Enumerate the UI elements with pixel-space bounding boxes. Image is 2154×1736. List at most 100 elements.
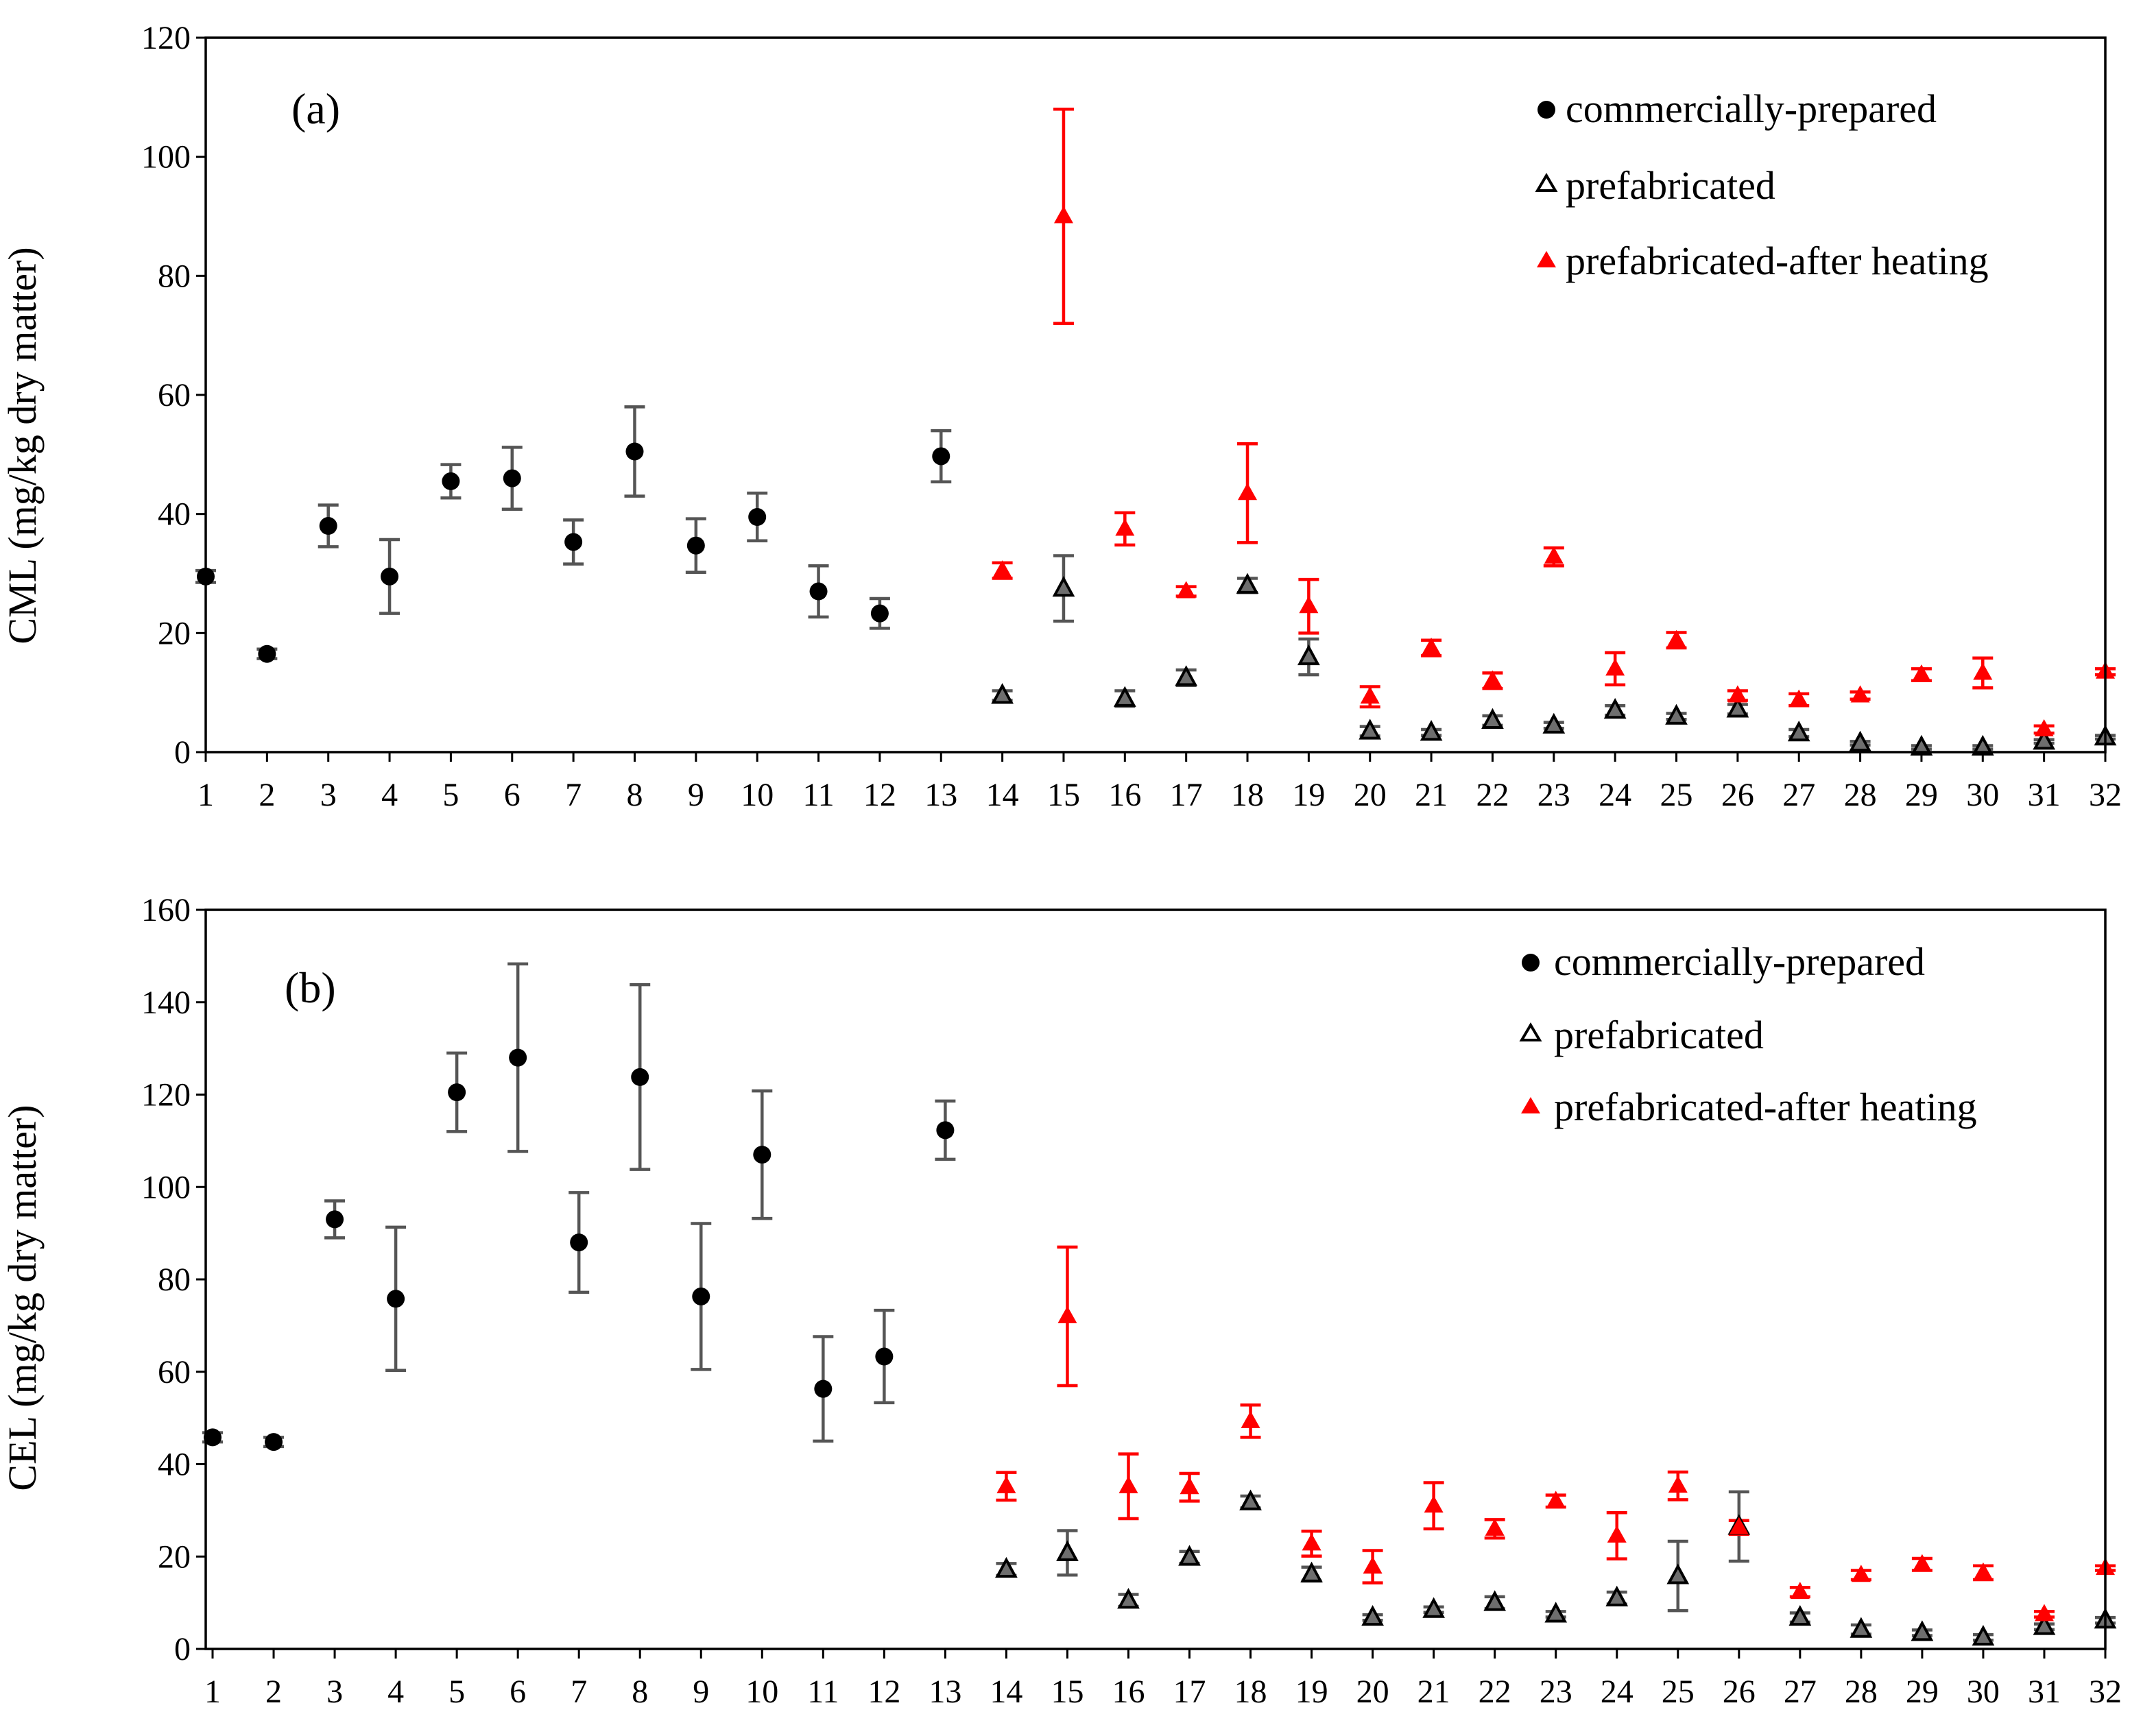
x-tick-label-b-17: 18 — [1234, 1674, 1267, 1710]
point-b-commercially-prepared-3 — [326, 1210, 344, 1229]
point-b-prefabricated-30 — [1972, 1624, 1995, 1646]
point-a-prefabricated-24 — [1603, 698, 1627, 719]
point-b-prefabricated-after-heating-14 — [996, 1475, 1016, 1493]
data-marks-b — [202, 962, 2117, 1646]
legend-label-prefabricated-a: prefabricated — [1566, 163, 1775, 208]
x-tick-label-b-4: 5 — [448, 1674, 465, 1710]
x-tick-label-b-2: 3 — [326, 1674, 343, 1710]
y-tick-label-b-5: 100 — [141, 1169, 191, 1205]
x-tick-label-b-29: 30 — [1967, 1674, 2000, 1710]
point-a-prefabricated-19 — [1297, 644, 1320, 666]
point-a-prefabricated-21 — [1420, 720, 1443, 741]
x-tick-label-b-27: 28 — [1845, 1674, 1878, 1710]
y-tick-label-b-7: 140 — [141, 985, 191, 1021]
y-tick-label-a-6: 120 — [141, 20, 191, 56]
x-tick-label-a-22: 23 — [1537, 777, 1570, 813]
point-b-prefabricated-after-heating-29 — [1912, 1554, 1932, 1571]
point-a-commercially-prepared-8 — [625, 442, 644, 461]
point-b-prefabricated-after-heating-30 — [1973, 1562, 1993, 1580]
y-tick-label-b-1: 20 — [158, 1539, 191, 1575]
x-tick-label-a-11: 12 — [863, 777, 896, 813]
point-a-commercially-prepared-4 — [381, 567, 399, 586]
x-tick-label-b-31: 32 — [2089, 1674, 2122, 1710]
point-b-commercially-prepared-12 — [875, 1347, 894, 1366]
point-a-commercially-prepared-10 — [748, 508, 767, 527]
point-a-commercially-prepared-13 — [932, 447, 950, 466]
point-b-prefabricated-after-heating-20 — [1363, 1556, 1383, 1574]
y-axis-label-a: CML (mg/kg dry matter) — [0, 247, 45, 644]
point-a-prefabricated-20 — [1359, 719, 1382, 740]
x-tick-label-a-29: 30 — [1966, 777, 1999, 813]
y-tick-label-b-4: 80 — [158, 1262, 191, 1298]
x-tick-label-b-1: 2 — [265, 1674, 282, 1710]
point-b-commercially-prepared-8 — [631, 1068, 649, 1086]
point-b-prefabricated-after-heating-18 — [1241, 1410, 1260, 1428]
x-tick-label-a-24: 25 — [1660, 777, 1693, 813]
point-b-prefabricated-21 — [1422, 1597, 1446, 1618]
x-tick-label-a-8: 9 — [688, 777, 704, 813]
x-tick-label-a-26: 27 — [1782, 777, 1815, 813]
point-b-prefabricated-after-heating-23 — [1546, 1491, 1566, 1508]
x-tick-label-a-6: 7 — [565, 777, 582, 813]
point-a-prefabricated-23 — [1542, 712, 1566, 734]
x-tick-label-a-12: 13 — [924, 777, 957, 813]
x-tick-label-b-16: 17 — [1173, 1674, 1206, 1710]
point-b-prefabricated-after-heating-28 — [1851, 1565, 1871, 1582]
point-a-prefabricated-16 — [1113, 686, 1136, 707]
x-tick-label-a-3: 4 — [381, 777, 398, 813]
point-b-prefabricated-after-heating-25 — [1668, 1475, 1688, 1493]
chart-panel-b: CEL (mg/kg dry matter) (b) 0 20 40 60 80 100 1… — [0, 892, 2122, 1710]
y-tick-label-a-1: 20 — [158, 615, 191, 651]
x-tick-label-a-25: 26 — [1721, 777, 1754, 813]
legend-marker-prefabricated-after-heating-b — [1521, 1097, 1540, 1113]
x-tick-label-a-23: 24 — [1599, 777, 1631, 813]
y-tick-label-a-4: 80 — [158, 258, 191, 294]
legend-b: commercially-prepared prefabricated pref… — [1519, 939, 1977, 1129]
point-a-commercially-prepared-11 — [809, 582, 828, 601]
point-b-prefabricated-after-heating-27 — [1790, 1582, 1810, 1600]
point-a-prefabricated-14 — [991, 683, 1014, 704]
x-tick-label-a-1: 2 — [259, 777, 275, 813]
point-b-commercially-prepared-6 — [509, 1048, 527, 1067]
point-b-prefabricated-after-heating-19 — [1302, 1533, 1321, 1551]
point-b-commercially-prepared-11 — [814, 1379, 833, 1398]
point-b-commercially-prepared-10 — [753, 1146, 771, 1164]
point-a-prefabricated-28 — [1849, 730, 1871, 751]
x-tick-label-a-31: 32 — [2089, 777, 2122, 813]
point-a-prefabricated-after-heating-18 — [1238, 483, 1258, 501]
point-b-prefabricated-28 — [1850, 1617, 1873, 1638]
point-a-prefabricated-after-heating-30 — [1973, 662, 1993, 680]
legend-marker-prefabricated-after-heating-a — [1537, 251, 1556, 267]
x-tick-label-a-20: 21 — [1415, 777, 1448, 813]
x-tick-label-b-13: 14 — [990, 1674, 1022, 1710]
point-a-prefabricated-after-heating-21 — [1422, 638, 1441, 655]
point-a-prefabricated-31 — [2033, 729, 2056, 750]
point-a-commercially-prepared-6 — [503, 469, 521, 487]
x-tick-label-b-25: 26 — [1723, 1674, 1756, 1710]
point-a-prefabricated-after-heating-24 — [1605, 658, 1625, 676]
x-tick-label-b-6: 7 — [571, 1674, 587, 1710]
point-a-prefabricated-26 — [1726, 697, 1749, 718]
x-tick-label-b-22: 23 — [1540, 1674, 1572, 1710]
point-b-prefabricated-15 — [1056, 1540, 1079, 1561]
y-tick-label-a-5: 100 — [141, 139, 191, 176]
legend-marker-prefabricated-b — [1519, 1022, 1542, 1041]
point-b-prefabricated-22 — [1483, 1590, 1507, 1611]
legend-label-prefabricated-after-heating-a: prefabricated-after heating — [1566, 239, 1989, 283]
x-tick-label-a-27: 28 — [1844, 777, 1877, 813]
x-tick-label-b-30: 31 — [2028, 1674, 2061, 1710]
x-tick-label-b-18: 19 — [1295, 1674, 1328, 1710]
x-tick-label-a-18: 19 — [1292, 777, 1325, 813]
point-a-prefabricated-18 — [1236, 572, 1259, 594]
point-a-prefabricated-after-heating-20 — [1360, 686, 1380, 704]
x-tick-label-a-15: 16 — [1108, 777, 1141, 813]
point-b-prefabricated-17 — [1178, 1545, 1201, 1566]
point-a-prefabricated-after-heating-19 — [1299, 596, 1319, 614]
y-axis-label-b: CEL (mg/kg dry matter) — [0, 1105, 45, 1491]
x-tick-label-a-19: 20 — [1354, 777, 1387, 813]
x-tick-label-a-28: 29 — [1905, 777, 1938, 813]
plot-frame-b — [204, 908, 2107, 1650]
point-a-prefabricated-after-heating-15 — [1053, 206, 1073, 224]
